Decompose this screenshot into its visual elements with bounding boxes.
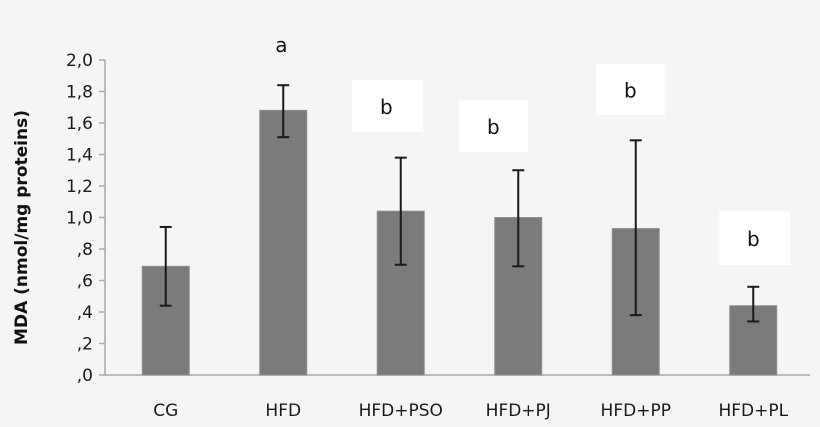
y-tick-label: 1,2: [66, 177, 93, 197]
y-tick-label: ,2: [77, 335, 93, 355]
annotation-box: [719, 211, 790, 265]
x-tick-label: HFD+PJ: [486, 401, 551, 421]
y-tick-label: 1,0: [66, 209, 93, 229]
significance-label: b: [747, 227, 760, 251]
y-tick-label: 1,8: [66, 83, 93, 103]
significance-label: b: [624, 79, 637, 103]
y-tick-label: ,4: [77, 303, 93, 323]
x-tick-label: HFD+PL: [718, 401, 788, 421]
significance-label: b: [487, 115, 500, 139]
x-tick-label: HFD: [265, 401, 301, 421]
y-tick-label: ,8: [77, 240, 93, 260]
annotation-box: [459, 100, 528, 152]
y-tick-label: 2,0: [66, 51, 93, 71]
bar: [259, 109, 308, 376]
y-tick-label: 1,6: [66, 114, 93, 134]
significance-label: b: [380, 95, 393, 119]
annotation-box: [352, 80, 423, 132]
y-tick-label: ,0: [77, 366, 93, 386]
significance-label: a: [275, 33, 287, 57]
x-tick-label: HFD+PSO: [359, 401, 443, 421]
y-axis-title: MDA (nmol/mg proteins): [12, 110, 32, 345]
annotation-box: [596, 64, 665, 115]
x-tick-label: CG: [153, 401, 178, 421]
x-tick-label: HFD+PP: [601, 401, 671, 421]
y-tick-label: 1,4: [66, 146, 93, 166]
y-tick-label: ,6: [77, 272, 93, 292]
